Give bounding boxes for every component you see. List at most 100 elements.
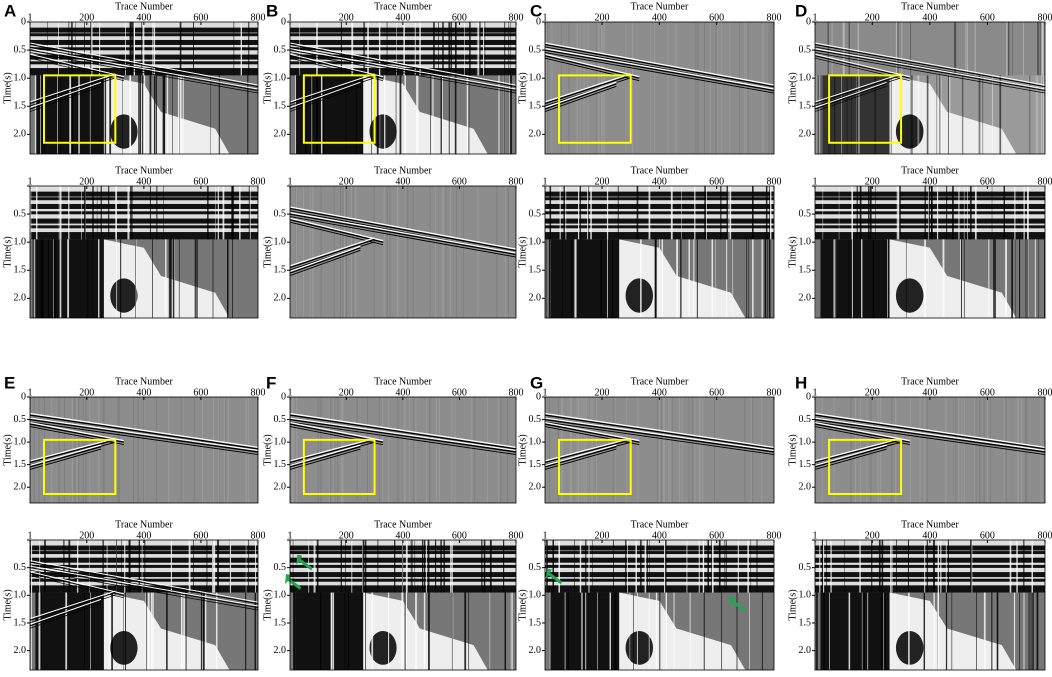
event <box>290 444 361 467</box>
x-tick-label: 200 <box>595 176 610 187</box>
x-tick-label: 600 <box>193 12 208 23</box>
event <box>30 569 258 611</box>
x-tick-label: 1 <box>28 530 33 541</box>
x-axis-title: Trace Number <box>374 519 432 530</box>
seismic-image <box>545 397 774 503</box>
x-tick-label: 800 <box>251 176 266 187</box>
y-tick-label: 1.5 <box>14 265 27 276</box>
y-axis-title: Time(s) <box>517 434 528 465</box>
arrow <box>285 574 302 591</box>
stripe <box>815 551 1045 555</box>
event <box>815 444 887 467</box>
y-tick-label: 1.0 <box>529 72 542 83</box>
event <box>30 49 258 92</box>
event <box>815 83 887 110</box>
x-axis-title: Trace Number <box>901 519 959 530</box>
y-tick-label: 1.0 <box>799 590 812 601</box>
x-tick-label: 400 <box>652 176 667 187</box>
y-tick-label: 0.5 <box>799 414 812 425</box>
y-tick-label: 0.5 <box>799 208 812 219</box>
x-tick-label: 800 <box>509 530 524 541</box>
dark-spot <box>895 114 924 149</box>
event <box>545 49 774 92</box>
event <box>545 57 640 82</box>
dark-block <box>295 592 364 670</box>
x-axis-title: Trace Number <box>374 165 432 176</box>
event <box>815 53 910 78</box>
seismic-image <box>290 186 516 318</box>
stripe <box>30 191 258 197</box>
stripe <box>30 197 258 201</box>
event <box>290 207 516 252</box>
stripe <box>545 191 774 197</box>
y-axis-title: Time(s) <box>262 236 273 267</box>
background <box>545 22 774 154</box>
y-tick-label: 1.5 <box>274 617 287 628</box>
seismic-image <box>815 186 1045 318</box>
y-tick-label: 1.0 <box>799 72 812 83</box>
event <box>30 567 258 608</box>
x-tick-label: 200 <box>79 12 94 23</box>
y-axis-title: Time(s) <box>262 72 273 103</box>
y-tick-label: 1.0 <box>274 236 287 247</box>
stripe <box>545 232 774 238</box>
event <box>815 48 1045 90</box>
x-tick-label: 200 <box>865 12 880 23</box>
y-axis-title: Time(s) <box>517 589 528 620</box>
stripe <box>545 578 774 582</box>
dark-spot <box>625 278 654 313</box>
x-tick-label: 600 <box>193 530 208 541</box>
y-tick-label: 2.0 <box>799 129 812 140</box>
y-tick-label: 0 <box>281 16 286 27</box>
stripe <box>815 572 1045 578</box>
stripe <box>30 232 258 238</box>
seismic-image <box>30 22 258 154</box>
seismic-image <box>290 22 516 154</box>
event <box>545 52 774 94</box>
event <box>30 565 258 607</box>
event <box>815 43 1045 88</box>
subplot: Trace Number 1 200 400 600 800 0 0.5 1.0 1.5 2.0 Ti… <box>262 1 524 155</box>
event <box>30 571 124 595</box>
x-tick-label: 400 <box>922 12 937 23</box>
x-tick-label: 600 <box>980 530 995 541</box>
event <box>545 421 640 442</box>
x-tick-label: 600 <box>452 530 467 541</box>
stripe <box>30 203 258 209</box>
event <box>290 48 516 90</box>
event <box>815 414 1045 450</box>
x-tick-label: 800 <box>1038 12 1052 23</box>
event <box>290 445 361 468</box>
dark-block <box>35 592 104 670</box>
x-tick-label: 600 <box>980 12 995 23</box>
event <box>30 598 102 625</box>
x-tick-label: 600 <box>709 530 724 541</box>
event <box>30 83 102 110</box>
y-tick-label: 0.5 <box>14 414 27 425</box>
stripe <box>290 39 516 45</box>
stripe <box>815 218 1045 224</box>
event <box>815 52 1045 94</box>
event <box>545 412 774 449</box>
event <box>815 81 887 109</box>
subplot: Trace Number 1 200 400 600 800 0.5 1.0 1.5 2.0 Tim… <box>262 519 524 671</box>
y-tick-label: 1.0 <box>14 590 27 601</box>
x-tick-label: 400 <box>136 176 151 187</box>
x-tick-label: 200 <box>865 176 880 187</box>
stripe <box>545 225 774 229</box>
y-tick-label: 0.5 <box>14 208 27 219</box>
stripe <box>815 557 1045 563</box>
event <box>30 560 258 603</box>
y-tick-label: 1.0 <box>529 236 542 247</box>
event <box>290 448 361 470</box>
event <box>30 57 124 82</box>
event <box>290 412 516 449</box>
y-tick-label: 0 <box>21 391 26 402</box>
x-tick-label: 200 <box>79 530 94 541</box>
y-tick-label: 0 <box>536 391 541 402</box>
y-tick-label: 1.5 <box>529 617 542 628</box>
x-tick-label: 800 <box>509 387 524 398</box>
y-tick-label: 1.5 <box>14 101 27 112</box>
subplot: Trace Number 1 200 400 600 800 0 0.5 1.0 1.5 2.0 Ti… <box>2 376 266 504</box>
y-tick-label: 0.5 <box>529 208 542 219</box>
